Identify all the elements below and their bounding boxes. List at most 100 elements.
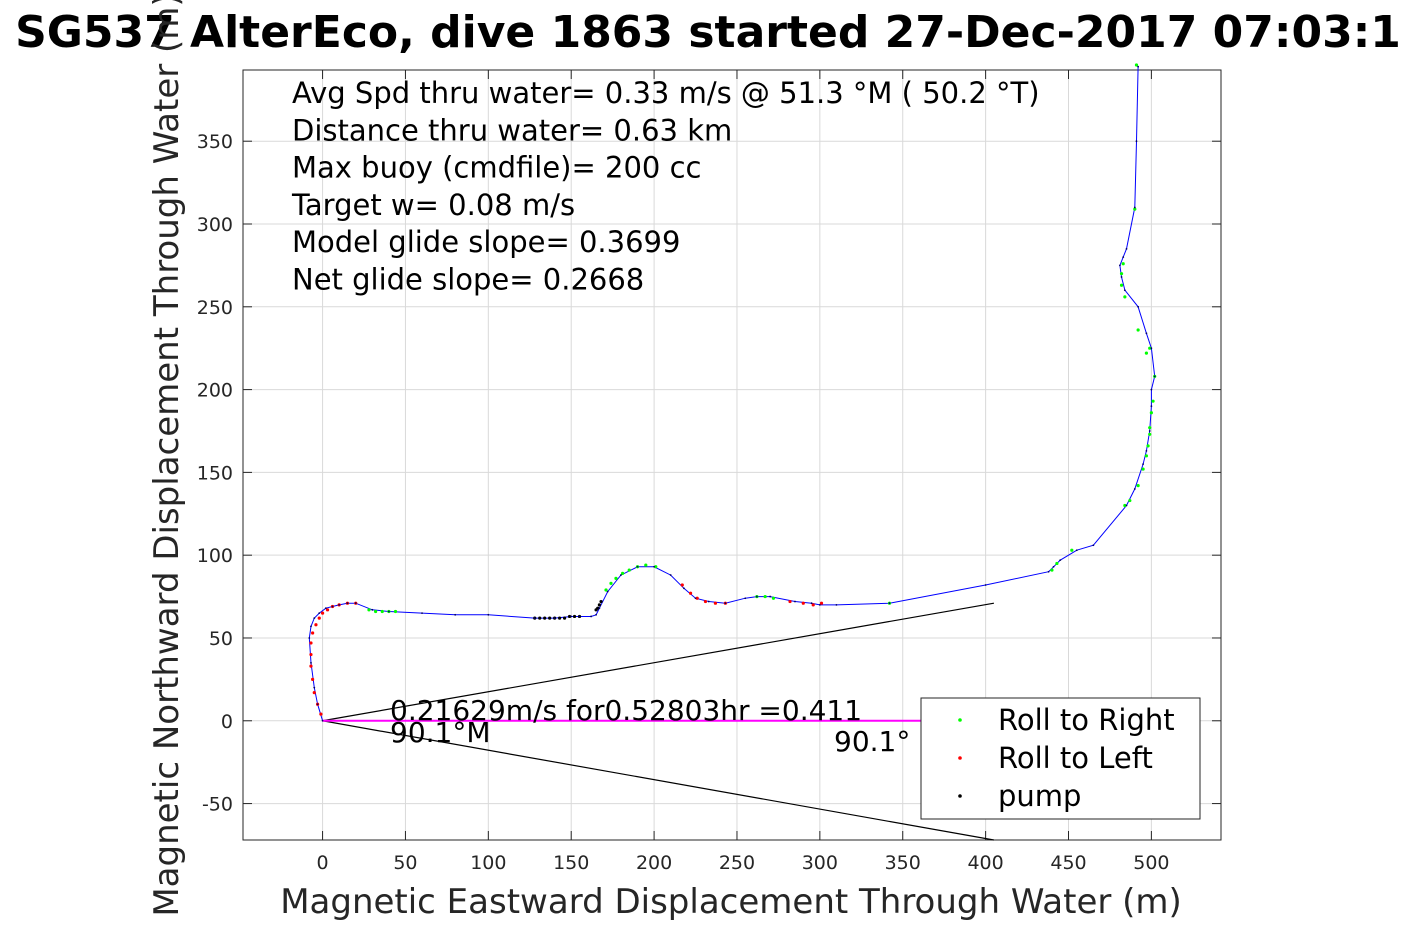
track-point <box>338 603 341 606</box>
x-tick-label: 0 <box>317 852 329 874</box>
track-point <box>487 613 490 616</box>
track-point <box>553 617 556 620</box>
roll-right-point <box>1144 351 1149 355</box>
roll-right-point <box>644 563 648 567</box>
track-point <box>578 615 581 618</box>
track-point <box>1133 206 1136 209</box>
pump-point <box>567 614 572 619</box>
roll-right-point <box>1119 272 1124 276</box>
pump-point <box>599 599 603 604</box>
roll-left-point <box>680 583 684 587</box>
roll-right-point <box>1123 503 1127 508</box>
track-point <box>1120 276 1123 278</box>
legend-box <box>920 697 1201 820</box>
marker-group <box>308 63 1157 722</box>
pump-point <box>543 616 547 620</box>
track-point <box>1150 388 1153 391</box>
track-point <box>835 603 838 606</box>
pump-point <box>572 614 577 619</box>
track-point <box>984 584 987 586</box>
roll-right-point <box>1123 295 1127 299</box>
y-tick-label: 0 <box>221 711 233 733</box>
y-tick-label: 50 <box>209 628 233 650</box>
roll-left-point <box>311 677 315 681</box>
roll-right-point <box>609 581 613 585</box>
track-point <box>1150 405 1153 408</box>
y-tick-label: 300 <box>197 214 233 236</box>
x-tick-label: 400 <box>967 852 1003 874</box>
track-point <box>683 587 685 590</box>
track-point <box>590 615 593 618</box>
annotation-line: Model glide slope= 0.3699 <box>292 225 680 259</box>
pump-point <box>538 616 542 620</box>
track-point <box>636 565 639 568</box>
annotation-line: Target w= 0.08 m/s <box>291 188 575 222</box>
roll-left-point <box>309 641 313 645</box>
track-point <box>1125 247 1128 250</box>
track-point <box>570 615 573 618</box>
track-point <box>707 600 710 603</box>
y-tick-label: 100 <box>197 545 233 567</box>
roll-left-point <box>314 623 318 627</box>
track-point <box>387 610 390 613</box>
pump-point <box>562 616 567 620</box>
track-point <box>324 607 327 610</box>
current-label-2: 90.1°M <box>390 716 491 749</box>
track-point <box>1059 559 1062 562</box>
track-point <box>1142 463 1144 466</box>
roll-left-point <box>819 601 824 605</box>
roll-right-point <box>1133 207 1137 211</box>
track-point <box>321 719 324 722</box>
track-point <box>1137 65 1140 68</box>
track-point <box>346 602 349 605</box>
legend-label: pump <box>998 779 1081 813</box>
legend-marker <box>958 794 962 798</box>
track-point <box>310 661 312 664</box>
roll-right-point <box>1119 283 1124 287</box>
track-point <box>669 574 672 576</box>
y-tick-label: 250 <box>197 297 233 319</box>
roll-right-point <box>1134 63 1139 67</box>
track-point <box>310 625 312 628</box>
track-point <box>794 600 796 603</box>
annotation-line: Avg Spd thru water= 0.33 m/s @ 51.3 °M (… <box>292 76 1040 110</box>
roll-left-point <box>811 603 815 607</box>
annotation-line: Max buoy (cmdfile)= 200 cc <box>292 151 701 185</box>
roll-right-point <box>1136 328 1140 332</box>
roll-left-point <box>309 664 313 668</box>
track-point <box>888 602 891 605</box>
roll-right-point <box>763 594 767 599</box>
track-point <box>533 617 536 620</box>
roll-right-point <box>1070 548 1074 552</box>
track-point <box>308 637 311 639</box>
track-point <box>1133 488 1136 490</box>
roll-right-point <box>1151 399 1155 403</box>
roll-left-point <box>320 611 325 615</box>
track-point <box>769 595 772 598</box>
roll-right-point <box>1148 432 1152 436</box>
y-tick-label: 350 <box>197 131 233 153</box>
roll-left-point <box>319 712 323 716</box>
track-point <box>598 607 601 610</box>
track-point <box>755 595 758 598</box>
roll-right-point <box>393 609 398 614</box>
legend-marker <box>958 756 962 760</box>
track-point <box>313 617 316 620</box>
roll-right-point <box>1144 454 1149 458</box>
roll-right-point <box>1136 484 1140 488</box>
x-tick-label: 500 <box>1133 852 1169 874</box>
roll-right-point <box>654 565 658 569</box>
track-point <box>818 603 821 606</box>
annotation-line: Distance thru water= 0.63 km <box>292 113 732 147</box>
current-wedge-line <box>322 720 995 841</box>
annotation-block: Avg Spd thru water= 0.33 m/s @ 51.3 °M (… <box>291 76 1040 297</box>
x-tick-label: 50 <box>393 852 417 874</box>
track-point <box>1047 570 1050 573</box>
roll-right-point <box>374 609 378 614</box>
track-point <box>354 602 357 605</box>
y-tick-label: 200 <box>197 380 233 402</box>
roll-right-point <box>1148 426 1152 430</box>
roll-right-point <box>620 571 625 575</box>
roll-left-point <box>311 631 315 635</box>
